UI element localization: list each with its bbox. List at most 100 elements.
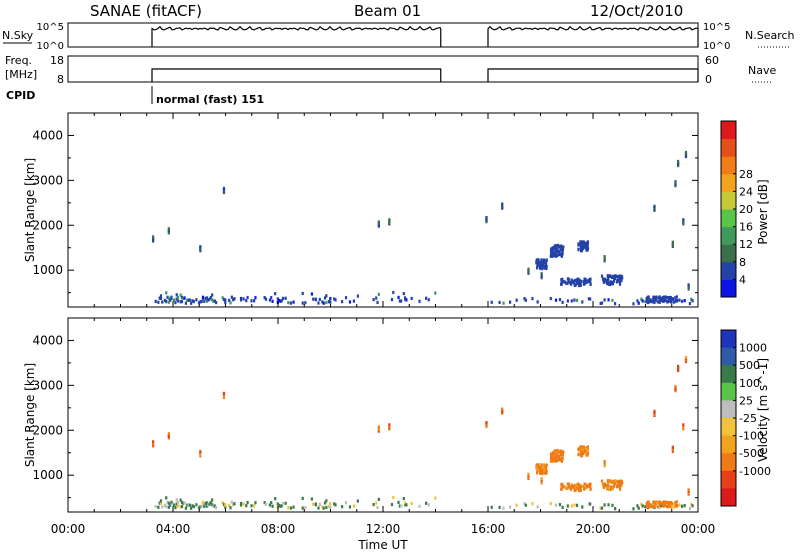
colorbar-swatch	[721, 173, 736, 192]
echo-cell	[203, 504, 206, 508]
echo-cell	[174, 506, 177, 510]
nave-label: Nave	[748, 64, 776, 77]
echo-cell	[668, 500, 671, 505]
echo-cell	[341, 300, 344, 304]
echo-cell	[577, 447, 580, 451]
echo-cell	[684, 355, 688, 360]
echo-cell	[641, 504, 644, 508]
echo-cell	[536, 300, 539, 304]
echo-cell	[333, 502, 336, 506]
echo-cell	[540, 265, 544, 269]
echo-cell	[152, 235, 155, 239]
freq-trace	[151, 68, 699, 82]
colorbar-swatch	[721, 488, 736, 507]
echo-cell	[205, 296, 209, 300]
echo-cell	[292, 300, 295, 304]
echo-cell	[569, 282, 573, 286]
echo-cell	[570, 299, 573, 303]
echo-cell	[376, 300, 379, 305]
y-tick-label: 2000	[32, 218, 63, 232]
echo-cell	[161, 300, 164, 304]
echo-cell	[578, 278, 581, 282]
echo-cell	[348, 505, 352, 509]
echo-cell	[390, 297, 394, 302]
echo-cell	[611, 487, 615, 491]
echo-cell	[549, 248, 553, 252]
echo-cell	[614, 481, 617, 486]
echo-cell	[377, 497, 380, 501]
echo-cell	[152, 440, 155, 444]
echo-cell	[165, 291, 168, 295]
echo-cell	[680, 299, 684, 303]
echo-cell	[584, 482, 587, 486]
echo-cell	[254, 501, 257, 505]
echo-cell	[180, 500, 184, 504]
echo-cell	[674, 180, 677, 184]
echo-cell	[607, 503, 610, 507]
echo-cell	[540, 272, 543, 276]
echo-cell	[606, 276, 610, 281]
echo-cell	[173, 298, 176, 302]
echo-cell	[169, 503, 172, 507]
echo-cell	[584, 277, 587, 281]
echo-cell	[620, 483, 623, 488]
echo-cell	[562, 450, 565, 454]
echo-cell	[159, 294, 163, 298]
echo-cell	[683, 299, 686, 303]
echo-cell	[250, 504, 253, 508]
echo-cell	[583, 282, 586, 286]
echo-cell	[317, 506, 320, 510]
echo-cell	[327, 300, 331, 304]
echo-cell	[565, 486, 568, 490]
echo-cell	[611, 298, 614, 302]
echo-cell	[617, 276, 621, 281]
echo-cell	[203, 299, 206, 303]
echo-cell	[678, 298, 681, 302]
echo-cell	[664, 500, 667, 504]
echo-cell	[576, 281, 579, 286]
echo-cell	[215, 301, 218, 305]
echo-cell	[233, 297, 236, 301]
echo-cell	[263, 501, 266, 505]
echo-cell	[610, 275, 613, 279]
echo-cell	[192, 299, 195, 304]
echo-cell	[675, 295, 678, 299]
echo-cell	[575, 503, 579, 507]
echo-cell	[263, 296, 266, 300]
echo-cell	[567, 279, 570, 284]
echo-cell	[566, 281, 569, 286]
echo-cell	[186, 298, 189, 302]
echo-cell	[207, 298, 210, 302]
echo-cell	[242, 297, 245, 301]
echo-cell	[554, 298, 558, 302]
velocity-colorbar-label: Velocity [m s^-1]	[756, 358, 770, 462]
echo-cell	[652, 295, 655, 299]
echo-cell	[207, 503, 210, 507]
echo-cell	[541, 263, 544, 267]
echo-cell	[616, 479, 619, 484]
echo-cell	[615, 485, 619, 489]
colorbar-tick-label: 12	[739, 238, 753, 251]
echo-cell	[671, 240, 674, 244]
echo-cell	[334, 298, 337, 302]
echo-cell	[540, 258, 543, 262]
echo-cell	[544, 471, 547, 475]
echo-cell	[607, 487, 610, 491]
echo-cell	[166, 295, 169, 299]
echo-cell	[161, 505, 164, 509]
echo-cell	[573, 279, 577, 283]
echo-cell	[560, 254, 564, 258]
echo-cell	[410, 501, 413, 506]
velocity-data	[152, 355, 694, 511]
echo-cell	[314, 298, 317, 302]
echo-cell	[341, 505, 344, 509]
echo-cell	[498, 505, 501, 510]
y-tick-label: 4000	[32, 128, 63, 142]
x-tick-label: 08:00	[261, 522, 296, 536]
echo-cell	[310, 497, 314, 501]
echo-cell	[646, 296, 649, 301]
echo-cell	[582, 445, 585, 449]
echo-cell	[561, 280, 565, 284]
echo-cell	[540, 470, 544, 474]
echo-cell	[228, 298, 231, 302]
